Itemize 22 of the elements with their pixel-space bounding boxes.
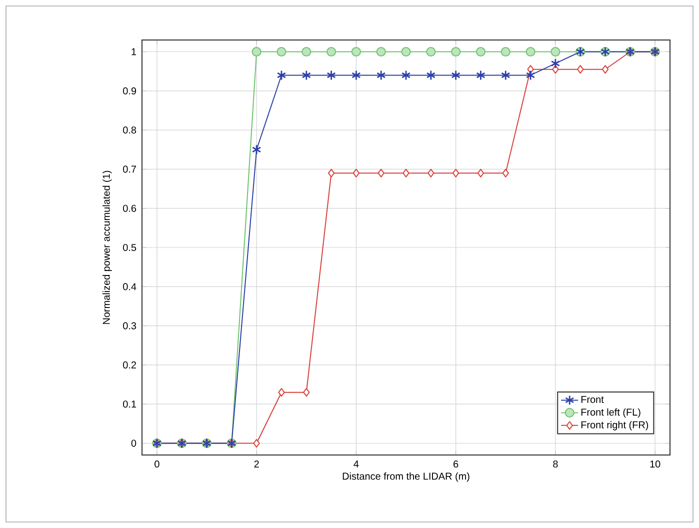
y-tick-label: 0.9 (123, 87, 136, 94)
y-tick-label: 0.3 (123, 322, 136, 330)
x-tick-label: 0 (154, 460, 160, 468)
y-tick-label: 0.5 (123, 244, 136, 252)
legend-label: Front right (FR) (581, 421, 648, 430)
y-tick-label: 0.2 (123, 361, 136, 368)
y-tick-label: 0.8 (123, 126, 136, 134)
y-tick-label: 0.4 (123, 283, 136, 290)
legend-label: Front left (FL) (581, 408, 640, 418)
y-tick-label: 0.7 (123, 166, 136, 173)
x-tick-label: 6 (454, 460, 458, 468)
y-tick-label: 0 (131, 440, 136, 447)
y-tick-label: 1 (132, 48, 136, 56)
y-tick-label: 0.1 (123, 400, 136, 408)
y-axis-title: Normalized power accumulated (1) (102, 170, 112, 324)
x-tick-label: 2 (254, 460, 259, 468)
y-tick-label: 0.6 (123, 204, 136, 212)
x-tick-label: 10 (650, 460, 660, 468)
x-axis-title: Distance from the LIDAR (m) (342, 472, 470, 482)
x-tick-label: 8 (553, 460, 558, 468)
x-tick-label: 4 (354, 460, 359, 468)
legend-label: Front (581, 396, 604, 403)
